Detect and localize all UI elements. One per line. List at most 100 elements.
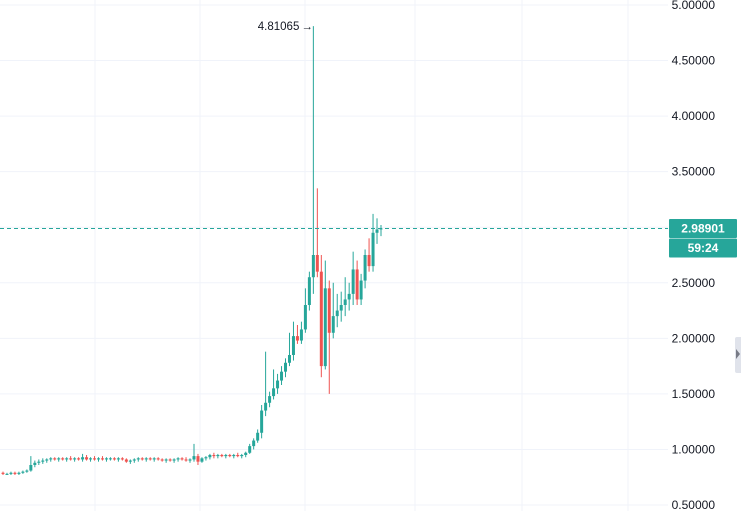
candle <box>33 460 37 468</box>
candle <box>363 249 367 289</box>
candle <box>355 260 359 305</box>
candle <box>53 457 57 461</box>
candle <box>248 443 252 454</box>
candle <box>192 443 196 462</box>
candle <box>371 213 375 272</box>
candle <box>347 282 351 311</box>
candle <box>112 457 116 461</box>
candle <box>252 438 256 450</box>
candle <box>299 321 303 344</box>
candles <box>1 26 383 475</box>
candle <box>120 457 124 461</box>
candle <box>232 453 236 459</box>
candle <box>152 457 156 462</box>
candle <box>29 456 33 472</box>
candle <box>188 458 192 463</box>
y-tick-label: 2.00000 <box>672 331 716 345</box>
candle <box>168 458 172 462</box>
candle <box>216 453 220 459</box>
candle <box>5 472 9 475</box>
candle <box>176 457 180 462</box>
candle <box>132 458 136 463</box>
candle <box>284 358 288 378</box>
candle <box>21 470 25 474</box>
candle <box>256 429 260 443</box>
candle <box>359 273 363 305</box>
candle <box>180 457 184 461</box>
candle <box>208 453 212 460</box>
candle <box>311 26 315 294</box>
candle <box>65 457 69 462</box>
candle <box>49 457 53 462</box>
candle <box>200 457 204 463</box>
candle <box>323 260 327 370</box>
candle <box>315 188 319 278</box>
candle <box>196 453 200 465</box>
y-tick-label: 4.00000 <box>672 109 716 123</box>
high-price-label: 4.81065 <box>258 21 300 33</box>
candle <box>220 453 224 458</box>
price-axis[interactable]: 5.000004.500004.000003.500003.000002.500… <box>672 0 716 511</box>
candle <box>224 453 228 459</box>
candle <box>156 457 160 461</box>
candle <box>124 458 128 463</box>
candle <box>93 456 97 461</box>
candle <box>268 391 272 408</box>
candle <box>164 458 168 463</box>
candle <box>108 457 112 461</box>
candle <box>204 456 208 461</box>
y-tick-label: 5.00000 <box>672 0 716 12</box>
countdown-label: 59:24 <box>688 241 719 255</box>
candle <box>184 457 188 462</box>
candle <box>307 271 311 311</box>
candle <box>89 457 93 462</box>
candle <box>264 351 268 417</box>
candle <box>319 255 323 378</box>
arrow-right-icon: → <box>301 21 313 33</box>
y-tick-label: 4.50000 <box>672 54 716 68</box>
candle <box>116 457 120 462</box>
candle <box>379 225 383 237</box>
candle <box>140 457 144 461</box>
candle <box>81 453 85 462</box>
last-price-label: 2.98901 <box>681 221 725 235</box>
candle <box>17 471 21 475</box>
candle <box>100 456 104 461</box>
candle <box>240 453 244 459</box>
candle <box>37 459 41 465</box>
candle <box>236 452 240 458</box>
candle <box>41 458 45 464</box>
candle <box>280 366 284 385</box>
candle <box>212 452 216 459</box>
candle <box>343 277 347 317</box>
candle <box>272 369 276 400</box>
candle <box>69 456 73 461</box>
y-tick-label: 2.50000 <box>672 276 716 290</box>
candle <box>148 457 152 461</box>
axis-scroll-handle[interactable] <box>735 337 741 373</box>
candle <box>57 457 61 462</box>
candle <box>367 238 371 272</box>
candle <box>331 282 335 339</box>
candle <box>351 251 355 305</box>
candle <box>25 469 29 473</box>
candle <box>77 457 81 461</box>
high-annotation: 4.81065 → <box>258 21 313 33</box>
candle <box>61 457 65 461</box>
grid-lines <box>0 0 668 511</box>
y-tick-label: 1.50000 <box>672 387 716 401</box>
candle <box>335 293 339 328</box>
candle <box>45 458 49 463</box>
candle <box>85 455 89 461</box>
candle <box>96 457 100 462</box>
candle <box>327 280 331 394</box>
candle <box>291 321 295 361</box>
candle <box>9 471 13 475</box>
y-tick-label: 3.50000 <box>672 165 716 179</box>
candle <box>375 218 379 244</box>
candle <box>303 288 307 333</box>
candle <box>244 451 248 458</box>
candle <box>287 332 291 367</box>
candle <box>73 457 77 462</box>
